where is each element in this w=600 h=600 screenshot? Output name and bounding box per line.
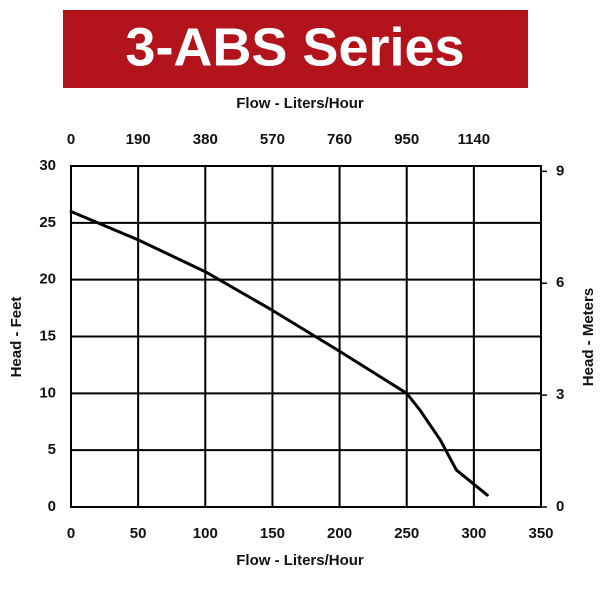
y-tick-label: 20 <box>39 271 56 288</box>
x-tick-label: 200 <box>327 525 352 542</box>
x-tick-label: 150 <box>260 525 285 542</box>
x2-tick-label: 950 <box>394 131 419 148</box>
x-axis-title: Flow - Liters/Hour <box>236 552 364 569</box>
x-tick-label: 50 <box>130 525 147 542</box>
y2-tick-label: 6 <box>556 274 564 291</box>
x-tick-label: 100 <box>193 525 218 542</box>
y-tick-label: 5 <box>48 441 56 458</box>
y2-axis-title: Head - Meters <box>580 288 597 386</box>
x2-tick-label: 190 <box>126 131 151 148</box>
x-tick-label: 0 <box>67 525 75 542</box>
y2-tick-label: 0 <box>556 498 564 515</box>
x-tick-label: 350 <box>528 525 553 542</box>
y2-tick-label: 9 <box>556 162 564 179</box>
y2-tick-label: 3 <box>556 386 564 403</box>
x-tick-label: 250 <box>394 525 419 542</box>
title-banner <box>63 10 528 88</box>
x2-tick-label: 760 <box>327 131 352 148</box>
y-tick-label: 30 <box>39 157 56 174</box>
y-tick-label: 10 <box>39 384 56 401</box>
x2-tick-label: 380 <box>193 131 218 148</box>
x2-axis-title: Flow - Liters/Hour <box>236 95 364 112</box>
y-tick-label: 0 <box>48 498 56 515</box>
x2-tick-label: 0 <box>67 131 75 148</box>
x2-tick-label: 1140 <box>458 131 491 148</box>
pump-curve <box>69 209 489 497</box>
y-tick-label: 15 <box>39 327 56 344</box>
x-tick-label: 300 <box>461 525 486 542</box>
y-tick-label: 25 <box>39 214 56 231</box>
y-axis-title: Head - Feet <box>8 297 25 378</box>
x2-tick-label: 570 <box>260 131 285 148</box>
chart-title: 3-ABS Series <box>125 17 464 77</box>
